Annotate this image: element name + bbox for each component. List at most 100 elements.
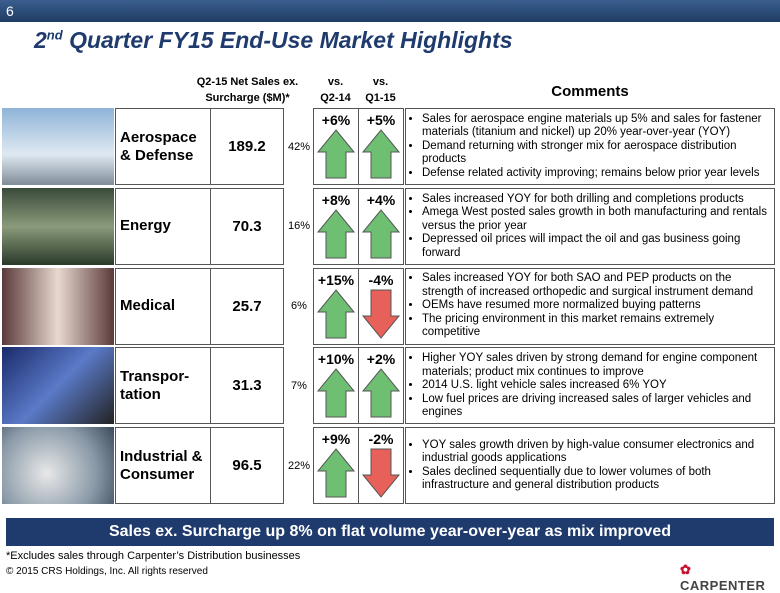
market-name: Transpor-tation bbox=[115, 347, 211, 425]
name-lines: Industrial & Consumer bbox=[120, 448, 203, 484]
market-name: Medical bbox=[115, 267, 211, 345]
up-arrow bbox=[361, 129, 401, 179]
comment: Sales increased YOY for both drilling an… bbox=[422, 193, 770, 207]
market-image bbox=[2, 427, 114, 505]
comment: Depressed oil prices will impact the oil… bbox=[422, 233, 770, 260]
comment: Amega West posted sales growth in both m… bbox=[422, 206, 770, 233]
qoq-value: -2% bbox=[368, 431, 394, 448]
net-sales: 31.3 bbox=[210, 347, 284, 425]
market-row: Medical 25.7 6% +15% -4% Sales increased YOY … bbox=[0, 267, 780, 346]
market-image bbox=[2, 187, 114, 265]
arrow-shape bbox=[361, 448, 401, 498]
market-image bbox=[2, 108, 114, 185]
name-line: Medical bbox=[120, 297, 176, 315]
name-lines: Aerospace & Defense bbox=[120, 129, 197, 165]
header-line: Q2-14 bbox=[320, 92, 351, 104]
comment: YOY sales growth driven by high-value co… bbox=[422, 439, 770, 466]
banner: Sales ex. Surcharge up 8% on flat volume… bbox=[6, 518, 774, 546]
comment: 2014 U.S. light vehicle sales increased … bbox=[422, 379, 770, 393]
up-arrow bbox=[316, 448, 356, 498]
yoy-value: +8% bbox=[321, 191, 351, 208]
yoy-change: +15% bbox=[313, 267, 359, 345]
qoq-change: +5% bbox=[358, 108, 404, 185]
logo: ✿ CARPENTER bbox=[680, 562, 780, 593]
arrow-shape bbox=[361, 368, 401, 418]
comment-list: YOY sales growth driven by high-value co… bbox=[410, 439, 770, 493]
header-line: Q1-15 bbox=[365, 92, 396, 104]
yoy-change: +6% bbox=[313, 108, 359, 185]
up-arrow bbox=[316, 209, 356, 259]
logo-text: CARPENTER bbox=[680, 578, 766, 593]
sales-share: 7% bbox=[291, 379, 307, 392]
arrow-shape bbox=[361, 289, 401, 339]
name-line: tation bbox=[120, 385, 161, 403]
down-arrow bbox=[361, 289, 401, 339]
comment: OEMs have resumed more normalized buying… bbox=[422, 299, 770, 313]
market-image bbox=[2, 267, 114, 345]
slide-title: 2nd Quarter FY15 End-Use Market Highligh… bbox=[34, 27, 513, 54]
market-row: Transpor-tation 31.3 7% +10% +2% Higher YOY s… bbox=[0, 346, 780, 425]
qoq-value: +5% bbox=[366, 112, 396, 128]
qoq-change: -4% bbox=[358, 267, 404, 345]
name-line: Aerospace bbox=[120, 128, 197, 146]
yoy-value: +6% bbox=[321, 112, 351, 128]
comment-list: Sales for aerospace engine materials up … bbox=[410, 113, 770, 181]
net-sales: 189.2 bbox=[210, 108, 284, 185]
logo-icon: ✿ bbox=[680, 562, 692, 577]
yoy-value: +15% bbox=[317, 271, 355, 288]
top-bar bbox=[0, 0, 780, 22]
copyright: © 2015 CRS Holdings, Inc. All rights res… bbox=[6, 566, 208, 577]
name-line: Transpor- bbox=[120, 367, 190, 385]
sales-share: 6% bbox=[291, 300, 307, 313]
sales-share: 42% bbox=[287, 140, 311, 153]
qoq-value: -4% bbox=[368, 271, 394, 288]
sales-share: 22% bbox=[287, 459, 311, 472]
net-sales: 25.7 bbox=[210, 267, 284, 345]
arrow-shape bbox=[316, 448, 356, 498]
comments: Sales for aerospace engine materials up … bbox=[405, 108, 775, 185]
header-line: vs. bbox=[372, 76, 389, 88]
market-image bbox=[2, 347, 114, 425]
market-name: Aerospace & Defense bbox=[115, 108, 211, 185]
slide-number: 6 bbox=[6, 3, 14, 19]
up-arrow bbox=[316, 288, 356, 339]
comment: Defense related activity improving; rema… bbox=[422, 167, 770, 181]
qoq-change: +4% bbox=[358, 187, 404, 265]
name-lines: Transpor-tation bbox=[120, 368, 189, 404]
qoq-value: +4% bbox=[366, 191, 396, 208]
up-arrow bbox=[316, 368, 356, 418]
comment: Low fuel prices are driving increased sa… bbox=[422, 393, 770, 420]
name-lines: Medical bbox=[120, 297, 175, 315]
yoy-change: +9% bbox=[313, 427, 359, 505]
market-name: Energy bbox=[115, 187, 211, 265]
comment-list: Higher YOY sales driven by strong demand… bbox=[410, 352, 770, 420]
market-row: Aerospace& Defense 189.242% +6% +5% Sales fo… bbox=[0, 107, 780, 186]
comment: Sales for aerospace engine materials up … bbox=[422, 113, 770, 140]
yoy-value: +9% bbox=[321, 431, 351, 448]
comments-header: Comments bbox=[551, 83, 629, 100]
name-line: Energy bbox=[120, 217, 171, 235]
header-line: Surcharge ($M)* bbox=[205, 92, 290, 104]
qoq-change: +2% bbox=[358, 347, 404, 425]
arrow-shape bbox=[316, 368, 356, 418]
up-arrow bbox=[316, 129, 356, 179]
comments: YOY sales growth driven by high-value co… bbox=[405, 427, 775, 505]
comment-list: Sales increased YOY for both SAO and PEP… bbox=[410, 272, 770, 340]
name-line: & Defense bbox=[120, 146, 194, 164]
qoq-header: vs. Q1-15 bbox=[358, 74, 403, 106]
comment: Higher YOY sales driven by strong demand… bbox=[422, 352, 770, 379]
arrow-shape bbox=[316, 288, 356, 339]
arrow-shape bbox=[361, 209, 401, 259]
comment: Sales increased YOY for both SAO and PEP… bbox=[422, 272, 770, 299]
comments: Higher YOY sales driven by strong demand… bbox=[405, 347, 775, 425]
sales-header: Q2-15 Net Sales ex. Surcharge ($M)* bbox=[190, 74, 305, 106]
market-name: Industrial & Consumer bbox=[115, 427, 211, 505]
title-text: Quarter FY15 End-Use Market Highlights bbox=[69, 27, 513, 53]
net-sales: 96.5 bbox=[210, 427, 284, 505]
qoq-value: +2% bbox=[366, 351, 396, 368]
name-line: Industrial & bbox=[120, 447, 203, 465]
arrow-shape bbox=[316, 209, 356, 259]
yoy-value: +10% bbox=[317, 351, 355, 368]
comment: The pricing environment in this market r… bbox=[422, 313, 770, 340]
